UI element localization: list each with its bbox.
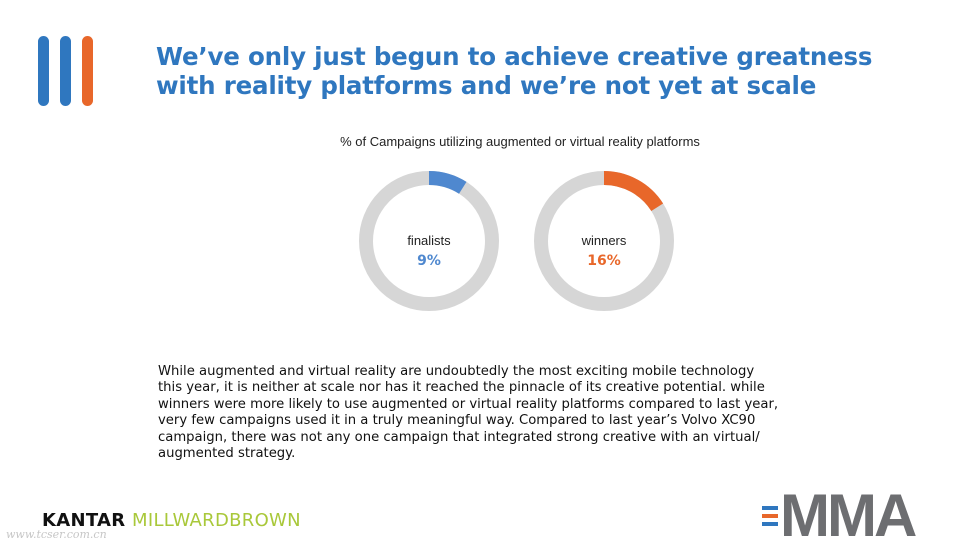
kantar-wordmark: KANTAR: [42, 510, 126, 531]
logo-bar-blue-2: [60, 36, 71, 106]
body-line: this year, it is neither at scale nor ha…: [158, 380, 765, 396]
chart-title: % of Campaigns utilizing augmented or vi…: [340, 134, 700, 149]
donut-value-label: 9%: [417, 253, 441, 269]
donut-finalists: finalists 9%: [359, 171, 499, 311]
donut-slice-finalists: [428, 171, 467, 194]
kantar-millwardbrown-logo: KANTAR MILLWARDBROWN: [42, 510, 301, 531]
title-line-2: with reality platforms and we’re not yet…: [156, 71, 817, 100]
donut-winners: winners 16%: [534, 171, 674, 311]
mma-wordmark: MMA: [780, 484, 916, 540]
donut-category-label: winners: [581, 233, 627, 248]
title-line-1: We’ve only just begun to achieve creativ…: [156, 42, 873, 71]
body-paragraph: While augmented and virtual reality are …: [158, 364, 918, 462]
body-line: campaign, there was not any one campaign…: [158, 429, 760, 445]
page-title: We’ve only just begun to achieve creativ…: [156, 42, 936, 100]
logo-bar-blue-1: [38, 36, 49, 106]
logo-bar-orange: [82, 36, 93, 106]
brand-bars-logo: [38, 36, 94, 106]
mma-logo: MMA: [762, 484, 919, 540]
body-line: augmented strategy.: [158, 446, 296, 462]
body-line: While augmented and virtual reality are …: [158, 364, 755, 379]
millwardbrown-wordmark: MILLWARDBROWN: [132, 510, 301, 531]
donut-category-label: finalists: [407, 233, 451, 248]
body-line: very few campaigns used it in a truly me…: [158, 413, 756, 429]
donut-charts: finalists 9% winners 16%: [359, 171, 674, 311]
watermark-text: www.tcser.com.cn: [6, 528, 107, 541]
mma-stripe-blue-2: [762, 522, 778, 526]
body-line: winners were more likely to use augmente…: [158, 396, 779, 412]
mma-stripe-orange: [762, 514, 778, 518]
donut-slice-winners: [603, 171, 664, 212]
mma-stripe-blue: [762, 506, 778, 510]
donut-value-label: 16%: [587, 253, 621, 269]
